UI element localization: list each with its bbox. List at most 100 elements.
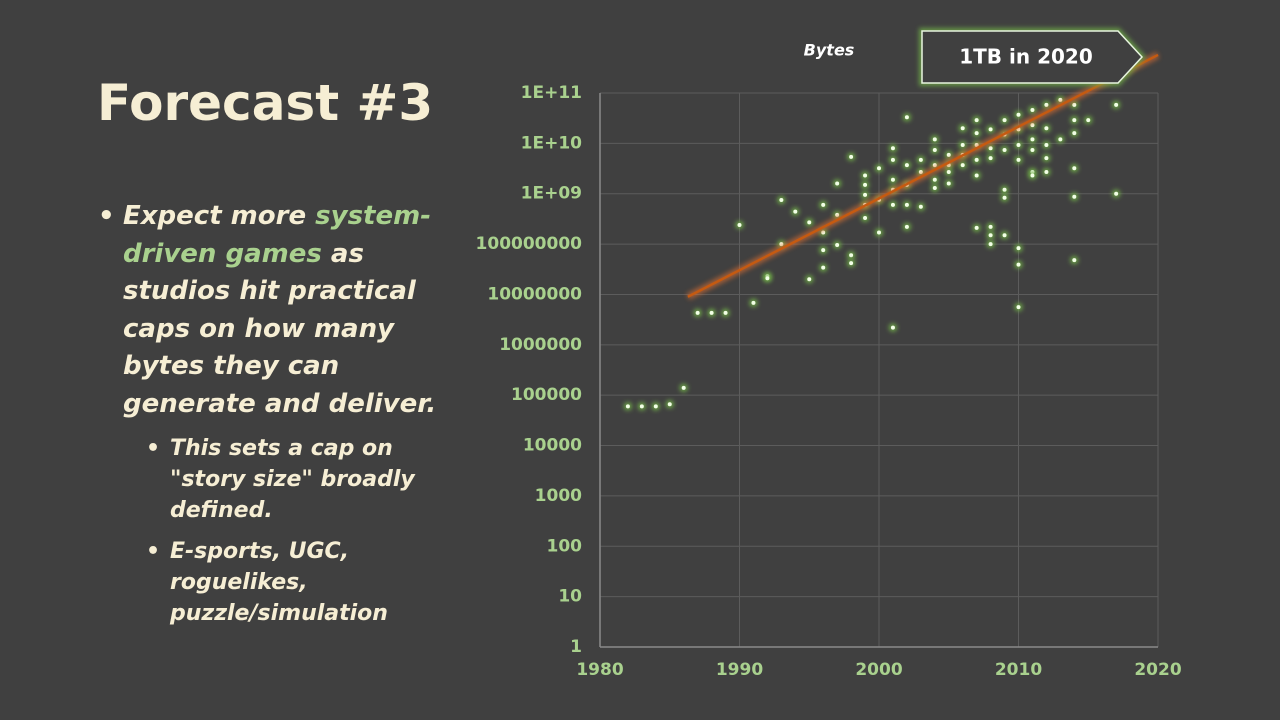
point xyxy=(974,173,979,178)
y-tick-label: 1E+10 xyxy=(521,133,583,153)
point xyxy=(849,154,854,159)
point xyxy=(890,325,895,330)
callout xyxy=(921,30,1144,84)
point xyxy=(1072,194,1077,199)
point xyxy=(1044,126,1049,131)
x-tick-label: 2000 xyxy=(855,660,902,680)
point xyxy=(960,142,965,147)
y-tick-label: 1E+11 xyxy=(521,83,582,103)
point xyxy=(723,310,728,315)
point xyxy=(974,157,979,162)
point xyxy=(988,233,993,238)
trendline xyxy=(687,53,1159,298)
x-tick-label: 2010 xyxy=(995,660,1042,680)
point xyxy=(695,310,700,315)
slide-title: Forecast #3 xyxy=(97,74,434,132)
point xyxy=(960,163,965,168)
point xyxy=(890,177,895,182)
point xyxy=(1002,118,1007,123)
point xyxy=(1002,233,1007,238)
bullet: Expect more system-driven games as studi… xyxy=(98,198,443,423)
x-tick-label: 1980 xyxy=(576,660,623,680)
x-tick-label: 2020 xyxy=(1134,660,1181,680)
point xyxy=(1072,102,1077,107)
y-tick-label: 10 xyxy=(558,587,582,607)
point xyxy=(1044,102,1049,107)
sub-bullet: E-sports, UGC, roguelikes, puzzle/simula… xyxy=(146,536,430,629)
point xyxy=(1016,305,1021,310)
point xyxy=(1072,258,1077,263)
point xyxy=(988,156,993,161)
point xyxy=(863,182,868,187)
point xyxy=(988,242,993,247)
sub-bullet: This sets a cap on "story size" broadly … xyxy=(146,433,430,526)
point xyxy=(807,277,812,282)
point xyxy=(737,222,742,227)
bullet-text: as studios hit practical caps on how man… xyxy=(123,238,437,419)
point xyxy=(932,147,937,152)
point xyxy=(1086,118,1091,123)
point xyxy=(821,248,826,253)
annotation: 1TB in 2020 xyxy=(959,45,1093,69)
point xyxy=(863,215,868,220)
bullet-list: Expect more system-driven games as studi… xyxy=(98,198,443,629)
point xyxy=(988,146,993,151)
point xyxy=(1002,187,1007,192)
point xyxy=(1016,157,1021,162)
y-tick-label: 1E+09 xyxy=(521,184,582,204)
point xyxy=(1016,262,1021,267)
point xyxy=(988,224,993,229)
axis-label: Bytes xyxy=(804,41,855,60)
bullet-text: Expect more xyxy=(123,201,316,231)
point xyxy=(849,253,854,258)
point xyxy=(1072,118,1077,123)
point xyxy=(807,220,812,225)
y-tick-label: 1000 xyxy=(535,486,582,506)
point xyxy=(890,146,895,151)
point xyxy=(709,310,714,315)
point xyxy=(974,131,979,136)
point xyxy=(793,209,798,214)
point xyxy=(625,404,630,409)
point xyxy=(932,185,937,190)
point xyxy=(863,192,868,197)
point xyxy=(835,242,840,247)
point xyxy=(946,152,951,157)
point xyxy=(1030,147,1035,152)
point xyxy=(974,225,979,230)
point xyxy=(1044,156,1049,161)
point xyxy=(1016,112,1021,117)
point xyxy=(932,177,937,182)
point xyxy=(890,157,895,162)
point xyxy=(751,300,756,305)
y-tick-label: 100000 xyxy=(511,385,582,405)
point xyxy=(1072,131,1077,136)
point xyxy=(863,173,868,178)
point xyxy=(835,181,840,186)
point xyxy=(1030,173,1035,178)
point xyxy=(974,118,979,123)
bullet-text: system-driven games xyxy=(123,201,431,269)
point xyxy=(946,170,951,175)
y-tick-label: 100 xyxy=(547,536,583,556)
point xyxy=(1016,142,1021,147)
point xyxy=(779,198,784,203)
point xyxy=(681,385,686,390)
point xyxy=(1044,170,1049,175)
point xyxy=(1044,142,1049,147)
point xyxy=(904,163,909,168)
point xyxy=(877,166,881,171)
point xyxy=(918,157,923,162)
point xyxy=(1002,195,1007,200)
point xyxy=(960,126,965,131)
point xyxy=(1030,123,1035,128)
point xyxy=(821,265,826,270)
point xyxy=(904,115,909,120)
point xyxy=(653,404,658,409)
point xyxy=(1058,137,1063,142)
point xyxy=(849,261,854,266)
point xyxy=(932,137,937,142)
point xyxy=(988,127,993,132)
